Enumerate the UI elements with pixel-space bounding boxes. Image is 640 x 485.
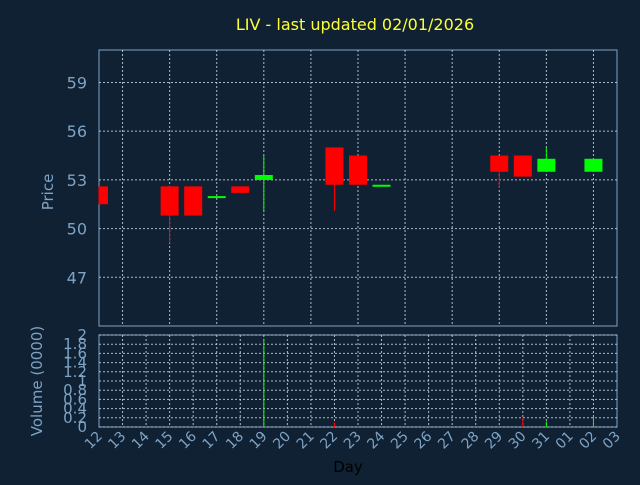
volume-tick-label: 0.6	[63, 390, 87, 408]
x-tick-label: 18	[223, 429, 247, 453]
volume-tick-label: 0	[77, 418, 87, 436]
volume-tick-label: 0.8	[63, 381, 87, 399]
candle-body	[537, 158, 556, 172]
x-tick-label: 13	[105, 429, 129, 453]
candle	[98, 186, 108, 205]
price-tick-label: 56	[67, 122, 87, 141]
price-tick-labels: 47 50 53 56 59	[67, 73, 87, 287]
candles	[98, 147, 603, 244]
candle-body	[254, 175, 273, 180]
price-tick-label: 53	[67, 171, 87, 190]
candle-body	[490, 155, 509, 172]
x-tick-label: 02	[576, 429, 600, 453]
price-tick-label: 47	[67, 268, 87, 287]
candle-body	[207, 196, 226, 199]
candle	[372, 184, 391, 187]
candle	[231, 186, 250, 193]
x-tick-label: 22	[317, 429, 341, 453]
x-tick-label: 21	[294, 429, 318, 453]
x-tick-label: 15	[153, 429, 177, 453]
x-tick-label: 28	[459, 429, 483, 453]
candle-body	[99, 186, 108, 205]
candle	[349, 155, 367, 185]
price-tick-label: 59	[67, 73, 87, 92]
x-tick-label: 30	[506, 429, 530, 453]
candle	[513, 155, 532, 177]
candle	[584, 158, 603, 172]
candle-body	[160, 186, 179, 216]
x-tick-label: 26	[412, 428, 436, 452]
x-tick-label: 17	[200, 429, 224, 453]
price-tick-label: 50	[67, 220, 87, 239]
volume-tick-label: 2	[77, 326, 87, 344]
x-tick-label: 16	[176, 428, 200, 452]
x-tick-label: 29	[482, 429, 506, 453]
volume-tick-label: 1.4	[63, 354, 87, 372]
candle	[184, 186, 203, 216]
x-tick-label: 14	[129, 428, 153, 452]
x-tick-label: 01	[553, 429, 577, 453]
candle-body	[372, 184, 391, 187]
candle-body	[584, 158, 603, 172]
x-tick-label: 24	[364, 428, 388, 452]
candle-body	[513, 155, 532, 177]
volume-tick-label: 1.8	[63, 335, 87, 353]
candle	[325, 147, 344, 211]
volume-bars	[263, 338, 594, 427]
x-tick-label: 03	[600, 429, 624, 453]
volume-axis-label: Volume (0000)	[28, 326, 46, 436]
volume-tick-label: 1	[77, 372, 87, 390]
x-tick-label: 19	[247, 429, 271, 453]
x-tick-label: 23	[341, 429, 365, 453]
x-tick-labels: 12 13 14 15 16 17 18 19 20 21 22 23 24 25 26 27 28 29 30 31…	[82, 428, 624, 452]
x-tick-label: 25	[388, 429, 412, 453]
candle-body	[325, 147, 344, 185]
volume-tick-label: 0.4	[63, 400, 87, 418]
x-axis-label: Day	[333, 458, 363, 476]
volume-tick-label: 1.6	[63, 344, 87, 362]
candle	[160, 186, 179, 244]
candle	[254, 155, 273, 213]
x-tick-label: 27	[435, 429, 459, 453]
price-axis-label: Price	[39, 174, 57, 211]
volume-tick-label: 0.2	[63, 409, 87, 427]
volume-tick-labels: 00.20.40.60.811.21.41.61.82	[63, 326, 87, 436]
chart-title: LIV - last updated 02/01/2026	[236, 15, 474, 34]
candle	[490, 155, 509, 188]
candle	[537, 147, 556, 172]
candle	[207, 196, 226, 199]
candle-body	[231, 186, 250, 193]
x-tick-label: 31	[529, 429, 553, 453]
candle-body	[349, 155, 367, 185]
x-tick-label: 20	[270, 429, 294, 453]
candle-body	[184, 186, 203, 216]
volume-tick-label: 1.2	[63, 363, 87, 381]
